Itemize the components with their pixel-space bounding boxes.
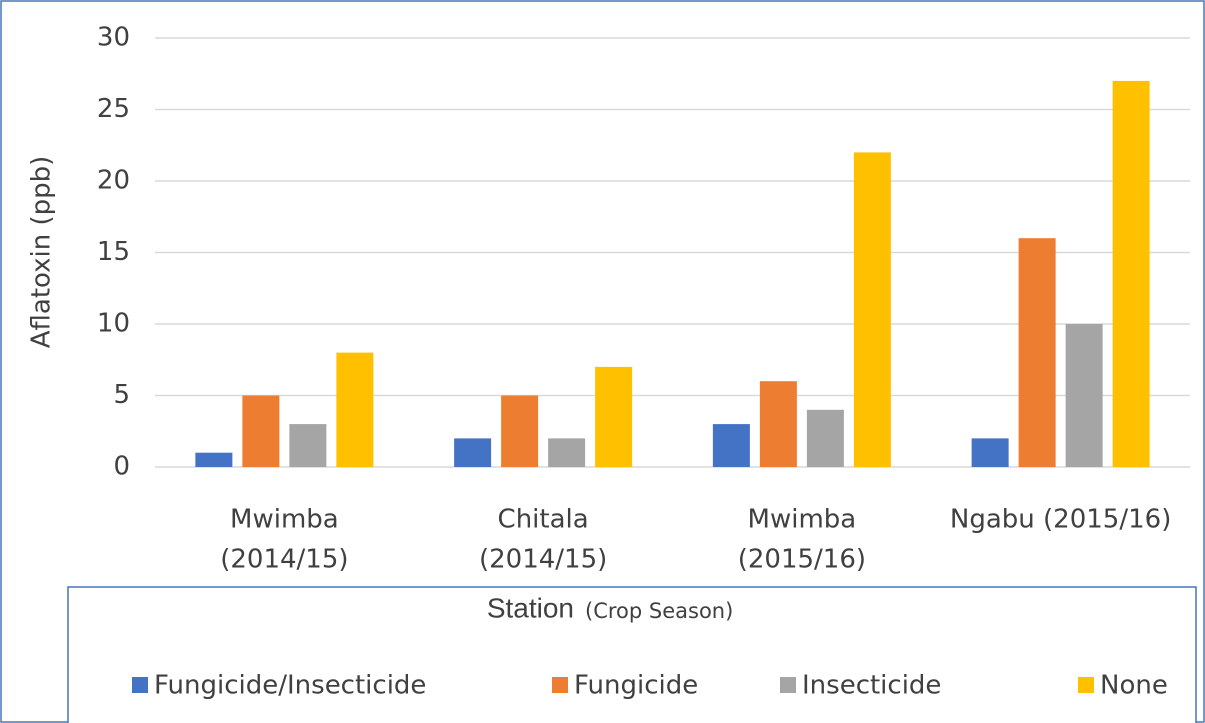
x-axis-label: Station [487, 592, 574, 623]
x-tick-label: (2014/15) [220, 545, 348, 575]
legend-label: Insecticide [802, 671, 941, 701]
legend-swatch [132, 677, 148, 693]
bar [759, 381, 797, 467]
legend-swatch [780, 677, 796, 693]
x-axis-label-note: (Crop Season) [585, 599, 733, 623]
x-tick-label: (2015/16) [738, 545, 866, 575]
legend-label: None [1100, 671, 1168, 701]
bar [336, 352, 374, 467]
y-tick-label: 0 [113, 452, 130, 482]
legend-box [67, 586, 1197, 723]
y-axis-label: Aflatoxin (ppb) [27, 156, 57, 349]
legend-swatch [552, 677, 568, 693]
bar [548, 438, 586, 467]
bar [242, 395, 280, 467]
bar [806, 409, 844, 467]
legend-label: Fungicide [574, 671, 698, 701]
bar [1065, 324, 1103, 467]
y-tick-label: 20 [97, 166, 130, 196]
bar [595, 366, 633, 467]
x-tick-label: Mwimba [230, 505, 339, 535]
bar [853, 152, 891, 467]
x-tick-label: Chitala [498, 505, 589, 535]
x-tick-label: Ngabu (2015/16) [950, 505, 1171, 535]
y-tick-label: 10 [97, 309, 130, 339]
y-tick-label: 25 [97, 94, 130, 124]
bar [1112, 80, 1150, 468]
x-tick-label: (2014/15) [479, 545, 607, 575]
legend-swatch [1078, 677, 1094, 693]
legend-label: Fungicide/Insecticide [154, 671, 426, 701]
bar [712, 424, 750, 467]
x-tick-label: Mwimba [748, 505, 857, 535]
bar [195, 452, 233, 467]
bar [289, 424, 327, 467]
bar [501, 395, 539, 467]
y-tick-label: 5 [113, 380, 130, 410]
bar [454, 438, 492, 467]
bar [1018, 238, 1056, 467]
bar [971, 438, 1009, 467]
y-tick-label: 30 [97, 23, 130, 53]
y-tick-label: 15 [97, 237, 130, 267]
